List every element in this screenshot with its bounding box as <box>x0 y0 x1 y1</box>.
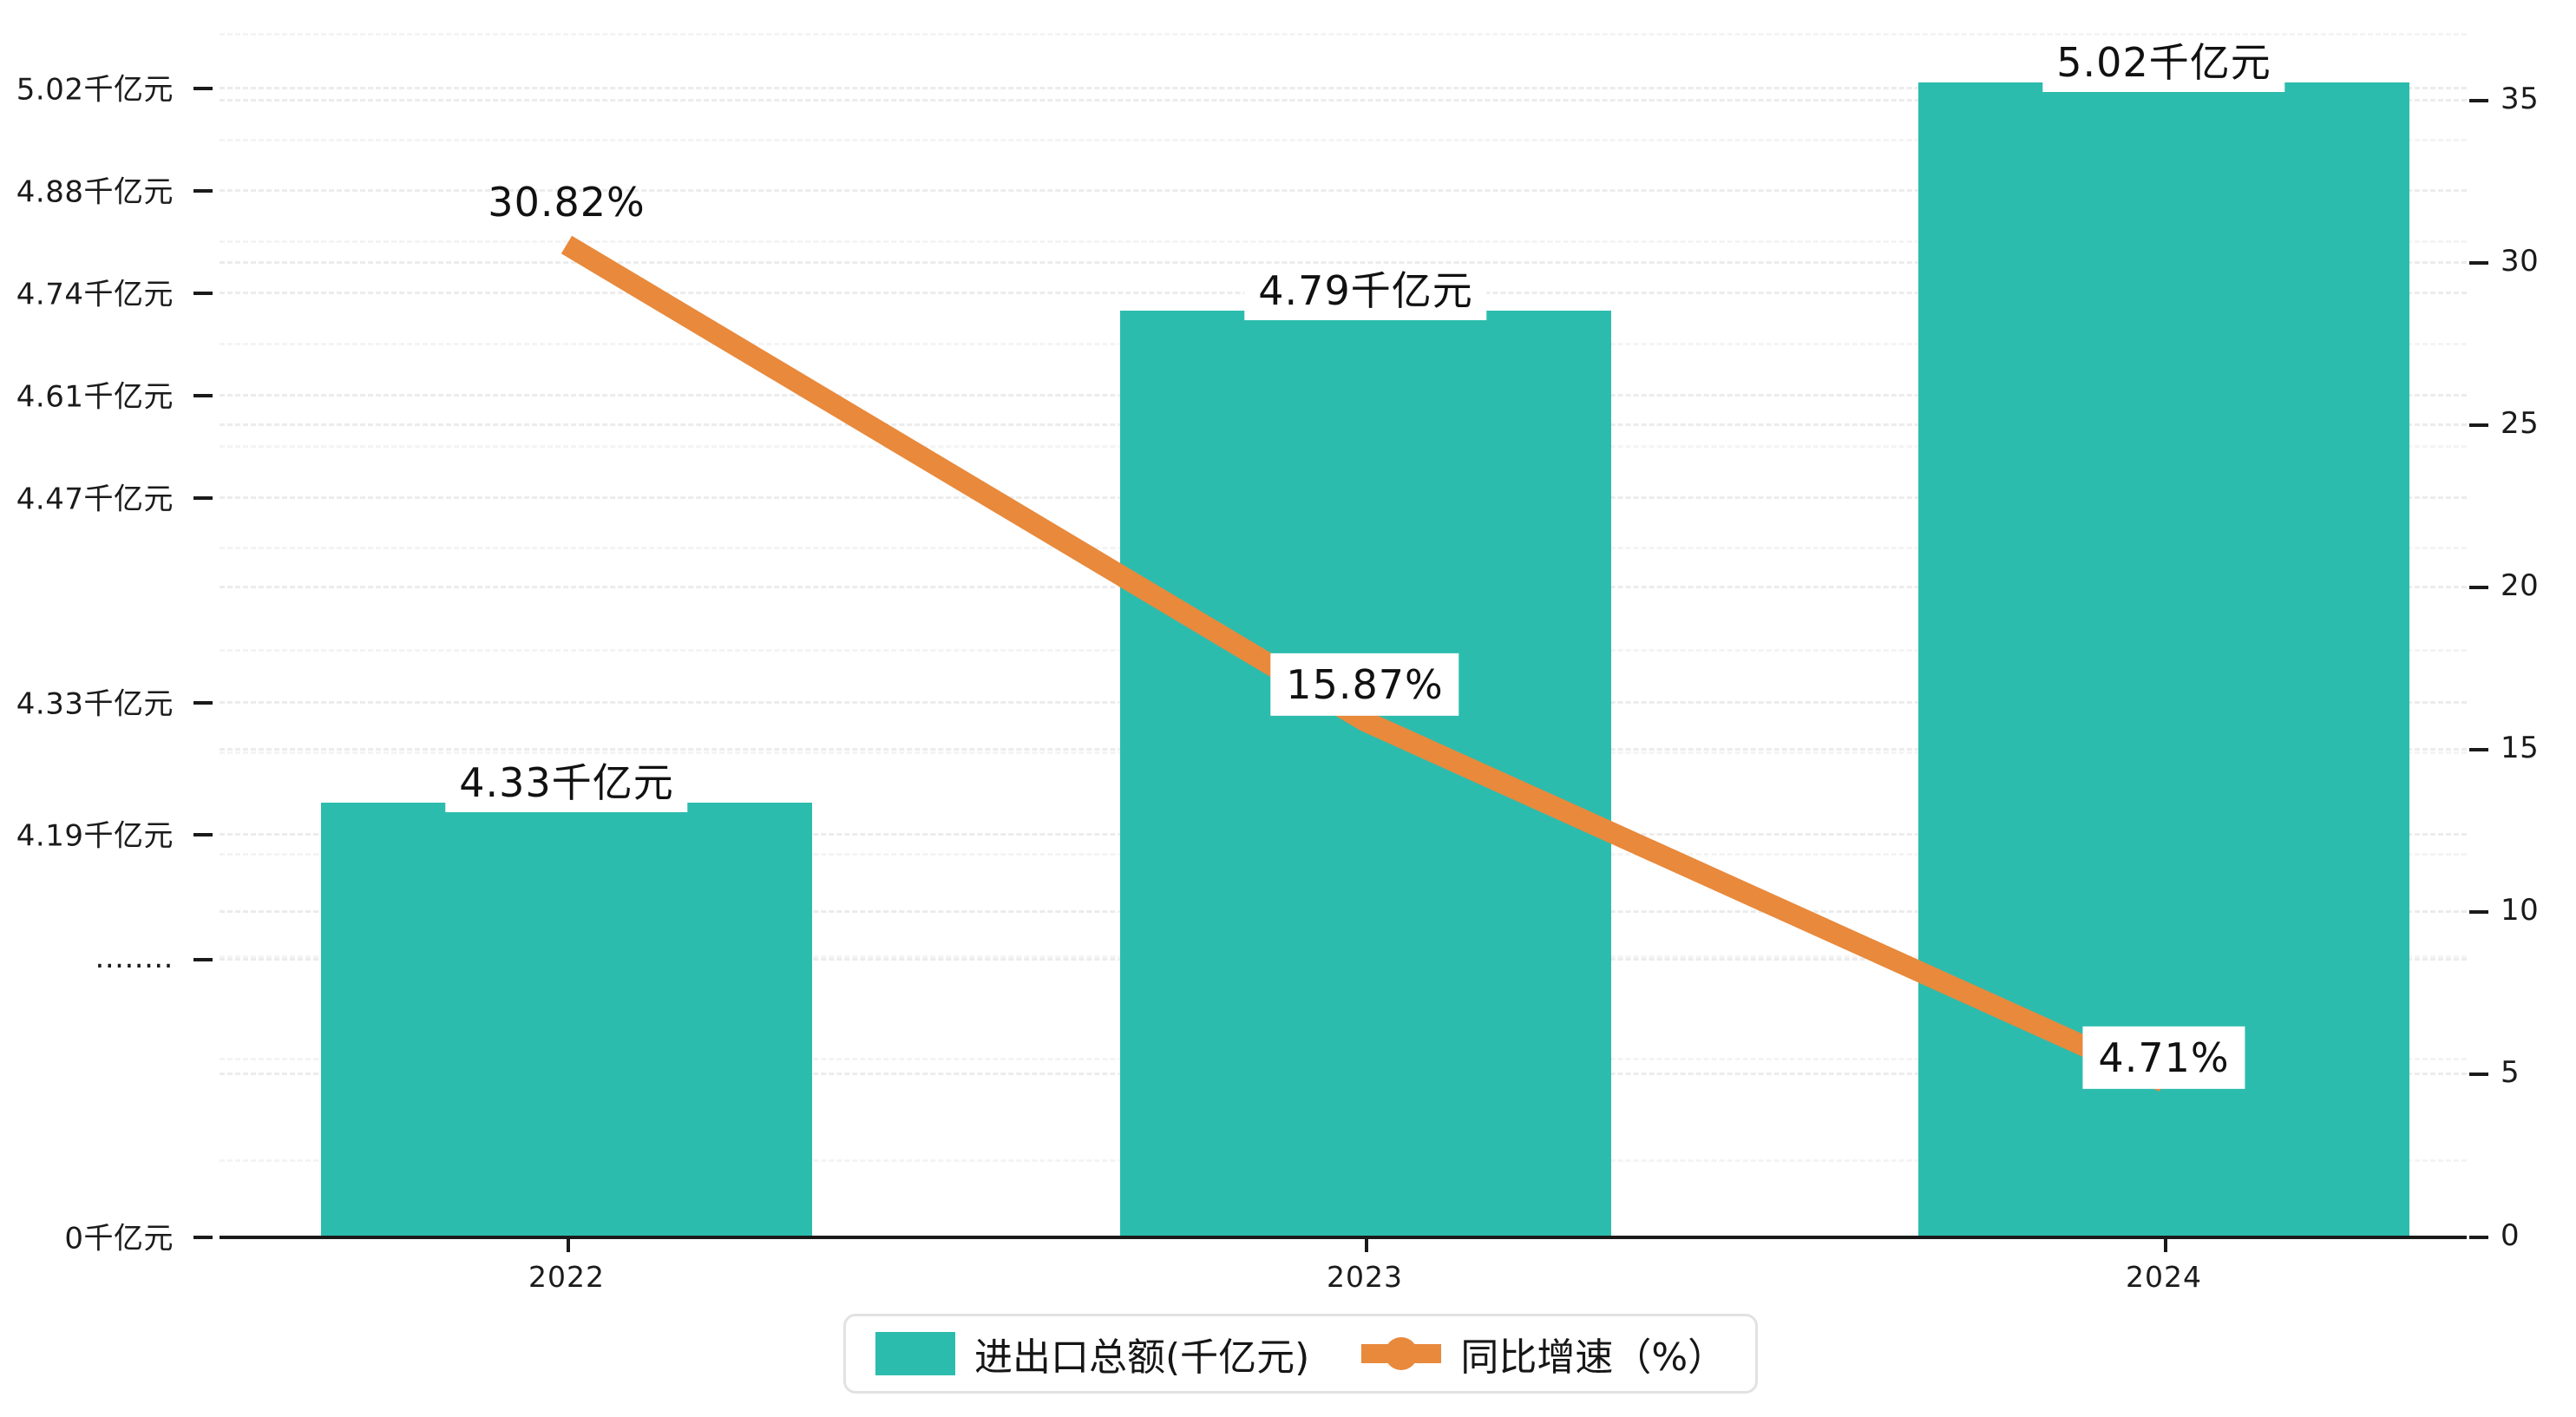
y-axis-tick-left <box>193 1236 213 1239</box>
y-axis-tick-left <box>193 958 213 961</box>
x-axis-label-2024: 2024 <box>2126 1260 2202 1294</box>
y-axis-tick-right <box>2469 748 2488 751</box>
y-axis-tick-right <box>2469 1236 2488 1239</box>
x-axis-tick <box>1365 1237 1368 1252</box>
gridline <box>220 189 2467 192</box>
y-axis-tick-right <box>2469 910 2488 914</box>
gridline <box>220 33 2467 36</box>
y-axis-label-left: 4.61千亿元 <box>16 379 174 415</box>
y-axis-label-left: 4.19千亿元 <box>16 818 174 854</box>
bar-2023[interactable] <box>1120 311 1611 1237</box>
y-axis-label-left: 4.74千亿元 <box>16 277 174 312</box>
x-axis-line <box>220 1236 2467 1239</box>
legend-label: 进出口总额(千亿元) <box>974 1335 1310 1380</box>
legend-item-1[interactable]: 同比增速（%） <box>1361 1326 1726 1381</box>
x-axis-label-2023: 2023 <box>1327 1260 1403 1294</box>
y-axis-label-left: 4.33千亿元 <box>16 686 174 722</box>
y-axis-tick-left <box>193 189 213 193</box>
y-axis-tick-right <box>2469 261 2488 265</box>
bar-value-label: 4.79千亿元 <box>1244 265 1487 321</box>
y-axis-tick-right <box>2469 586 2488 589</box>
y-axis-label-right: 5 <box>2501 1055 2520 1090</box>
x-axis-tick <box>2164 1237 2167 1252</box>
bar-value-label: 4.33千亿元 <box>445 757 688 813</box>
line-value-label: 4.71% <box>2082 1026 2245 1090</box>
y-axis-label-right: 15 <box>2501 731 2540 765</box>
y-axis-tick-right <box>2469 1073 2488 1076</box>
legend-bar-swatch-icon <box>875 1332 955 1375</box>
line-value-label: 30.82% <box>488 178 646 226</box>
y-axis-label-right: 10 <box>2501 893 2540 928</box>
y-axis-label-right: 20 <box>2501 568 2540 603</box>
bar-2022[interactable] <box>321 803 812 1237</box>
x-axis-label-2022: 2022 <box>528 1260 605 1294</box>
y-axis-label-left: 4.47千亿元 <box>16 482 174 517</box>
gridline <box>220 139 2467 141</box>
y-axis-label-right: 25 <box>2501 406 2540 441</box>
y-axis-tick-left <box>193 87 213 90</box>
y-axis-tick-left <box>193 833 213 836</box>
y-axis-tick-right <box>2469 99 2488 102</box>
legend-item-0[interactable]: 进出口总额(千亿元) <box>875 1326 1309 1381</box>
line-value-label: 15.87% <box>1270 653 1459 717</box>
y-axis-tick-left <box>193 496 213 500</box>
y-axis-label-left: 5.02千亿元 <box>16 72 174 108</box>
y-axis-tick-left <box>193 701 213 705</box>
legend-line-swatch-icon <box>1361 1332 1442 1375</box>
x-axis-tick <box>567 1237 570 1252</box>
y-axis-label-right: 0 <box>2501 1218 2520 1253</box>
y-axis-label-left: 4.88千亿元 <box>16 174 174 210</box>
gridline <box>220 99 2467 102</box>
y-axis-tick-left <box>193 292 213 295</box>
chart-legend[interactable]: 进出口总额(千亿元) 同比增速（%） <box>843 1314 1759 1394</box>
legend-label: 同比增速（%） <box>1460 1335 1727 1380</box>
y-axis-label-left: ........ <box>95 941 174 975</box>
y-axis-label-right: 35 <box>2501 82 2540 116</box>
y-axis-tick-left <box>193 394 213 397</box>
gridline <box>220 87 2467 89</box>
bar-value-label: 5.02千亿元 <box>2042 36 2285 93</box>
y-axis-tick-right <box>2469 423 2488 427</box>
y-axis-label-right: 30 <box>2501 244 2540 279</box>
y-axis-label-left: 0千亿元 <box>64 1221 174 1256</box>
